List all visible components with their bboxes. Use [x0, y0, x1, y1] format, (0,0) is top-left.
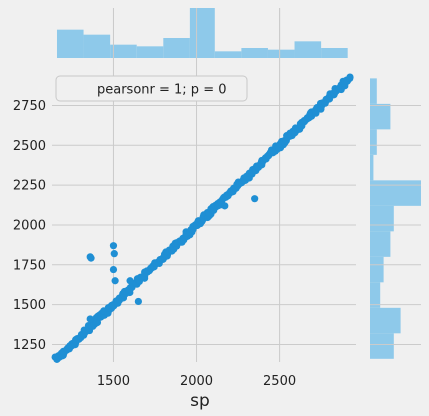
- scatter-point-outlier: [126, 277, 134, 285]
- x-tick-label: 2500: [263, 374, 296, 389]
- marginal-y-bar: [370, 78, 377, 104]
- marginal-x-histogram: [56, 8, 348, 58]
- y-tick-label: 1750: [13, 258, 46, 273]
- scatter-point-outlier: [111, 277, 119, 285]
- marginal-y-bar: [370, 256, 384, 283]
- marginal-y-bar: [370, 282, 381, 308]
- marginal-x-bar: [321, 48, 348, 58]
- x-axis-label: sp: [190, 391, 210, 411]
- marginal-y-bar: [370, 180, 421, 206]
- marginal-y-bar: [370, 307, 401, 334]
- marginal-x-bar: [241, 48, 268, 58]
- marginal-y-bar: [370, 103, 391, 130]
- scatter-point: [346, 73, 354, 81]
- scatter-point-outlier: [109, 242, 118, 250]
- marginal-y-bar: [370, 231, 391, 257]
- marginal-x-bar: [294, 41, 322, 58]
- scatter-point-outlier: [221, 202, 229, 210]
- marginal-y-bar: [370, 154, 374, 181]
- y-tick-label: 2500: [13, 139, 46, 154]
- scatter-point-outlier: [109, 265, 118, 274]
- marginal-x-bar: [163, 38, 190, 58]
- marginal-y-bar: [370, 205, 394, 232]
- y-tick-label: 2750: [13, 99, 46, 114]
- x-tick-label: 1500: [97, 374, 130, 389]
- scatter-points: [51, 73, 354, 363]
- marginal-x-bar: [267, 49, 295, 58]
- grid-lines: [52, 8, 421, 362]
- scatter-point-outlier: [86, 315, 94, 323]
- marginal-x-bar: [189, 8, 215, 58]
- scatter-point-outlier: [251, 195, 259, 203]
- y-tick-label: 1500: [13, 298, 46, 313]
- legend-box: [55, 75, 248, 102]
- scatter-point-outlier: [110, 250, 118, 258]
- legend: pearsonr = 1; p = 0: [55, 75, 248, 102]
- y-tick-label: 1250: [13, 338, 46, 353]
- marginal-y-histogram: [370, 78, 421, 359]
- marginal-x-bar: [214, 51, 242, 58]
- legend-text: pearsonr = 1; p = 0: [97, 83, 227, 98]
- y-tick-label: 2250: [13, 179, 46, 194]
- x-tick-label: 2000: [180, 374, 213, 389]
- marginal-x-bar: [83, 34, 111, 58]
- y-tick-labels: 1250 1500 1750 2000 2250 2500 2750: [13, 99, 46, 353]
- scatter-point-outlier: [87, 254, 95, 262]
- marginal-x-bar: [136, 46, 164, 58]
- scatter-point-outlier: [134, 297, 142, 306]
- scatter-point-outlier: [141, 269, 149, 277]
- marginal-y-bar: [370, 129, 377, 155]
- marginal-y-bar: [370, 333, 394, 359]
- y-tick-label: 2000: [13, 218, 46, 233]
- marginal-x-bar: [110, 44, 137, 58]
- x-tick-labels: 1500 2000 2500: [97, 374, 296, 389]
- marginal-x-bar: [56, 29, 84, 58]
